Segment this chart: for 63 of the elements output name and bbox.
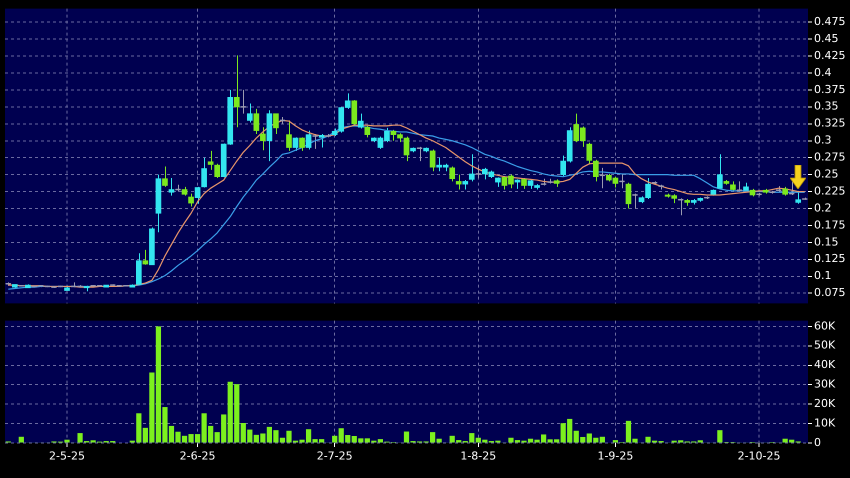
- candlestick: [795, 190, 802, 204]
- candlestick: [299, 136, 305, 152]
- y-tick-label: 30K: [814, 378, 836, 391]
- candlestick: [430, 149, 436, 172]
- candlestick: [351, 100, 358, 126]
- candlestick: [201, 157, 207, 188]
- candlestick: [717, 154, 723, 190]
- y-tick-label: 0.175: [814, 218, 846, 232]
- candlestick: [364, 125, 370, 138]
- y-tick-label: 0.475: [814, 15, 846, 28]
- candlestick: [462, 180, 468, 190]
- y-tick-label: 0.4: [814, 66, 832, 79]
- x-tick-label: 2-7-25: [316, 449, 353, 462]
- candlestick: [142, 249, 148, 266]
- candlestick: [273, 113, 279, 134]
- y-tick-label: 60K: [814, 319, 836, 332]
- x-tick-label: 2-10-25: [738, 449, 781, 462]
- candlestick: [168, 178, 174, 196]
- candlestick: [162, 166, 168, 188]
- x-tick-label: 1-8-25: [460, 449, 496, 462]
- candlestick: [234, 54, 240, 128]
- y-tick-label: 20K: [814, 397, 836, 410]
- candlestick: [306, 130, 312, 150]
- y-tick-label: 10K: [814, 416, 836, 430]
- y-tick-label: 0.2: [814, 201, 832, 214]
- y-tick-label: 0.3: [814, 134, 832, 147]
- y-tick-label: 40K: [814, 358, 836, 372]
- candlestick: [194, 186, 200, 204]
- candlestick: [449, 166, 456, 182]
- y-tick-label: 0.125: [814, 252, 846, 266]
- y-tick-label: 0: [814, 436, 821, 449]
- y-tick-label: 0.45: [814, 32, 838, 45]
- x-tick-label: 2-6-25: [180, 449, 216, 462]
- x-tick-label: 1-9-25: [597, 449, 634, 462]
- candlestick: [586, 142, 592, 165]
- y-tick-label: 0.15: [814, 235, 838, 248]
- y-tick-label: 50K: [814, 338, 836, 352]
- candlestick: [626, 182, 632, 210]
- y-tick-label: 0.1: [814, 269, 832, 282]
- candlestick: [292, 136, 298, 152]
- candlestick: [254, 108, 260, 134]
- candlestick: [286, 120, 292, 152]
- y-tick-label: 0.35: [814, 100, 838, 113]
- candlestick: [592, 159, 599, 182]
- candlestick: [214, 163, 220, 179]
- candlestick: [318, 133, 324, 148]
- candlestick: [456, 174, 462, 190]
- candlestick: [468, 154, 475, 182]
- y-tick-label: 0.25: [814, 167, 838, 180]
- candlestick: [188, 193, 194, 207]
- y-tick-label: 0.225: [814, 184, 846, 198]
- candlestick: [246, 102, 253, 123]
- candlestick: [730, 180, 736, 192]
- y-tick-label: 0.275: [814, 150, 846, 164]
- candlestick: [358, 113, 364, 130]
- y-tick-label: 0.325: [814, 116, 846, 130]
- y-tick-label: 0.075: [814, 286, 846, 300]
- candlestick: [260, 126, 266, 151]
- y-tick-label: 0.425: [814, 48, 846, 62]
- bar: [18, 436, 24, 442]
- y-tick-label: 0.375: [814, 82, 846, 96]
- x-tick-label: 2-5-25: [49, 449, 85, 462]
- candlestick: [208, 150, 214, 170]
